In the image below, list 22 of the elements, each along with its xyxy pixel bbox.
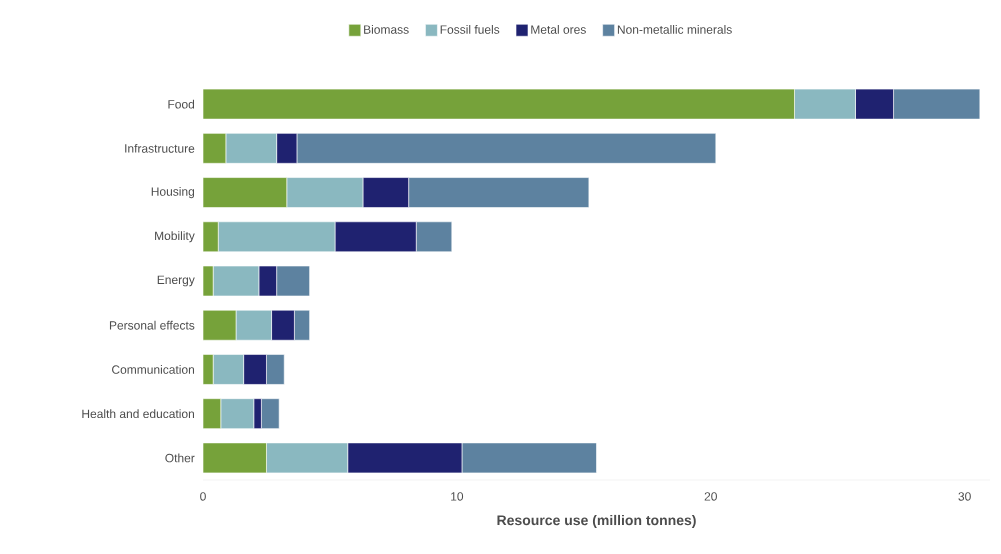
y-tick-label: Food	[168, 99, 195, 109]
y-tick-label: Health and education	[82, 409, 194, 419]
x-axis-title: Resource use (million tonnes)	[497, 514, 696, 528]
x-tick-label: 10	[451, 492, 464, 501]
y-tick-label: Communication	[112, 365, 194, 374]
x-tick-label: 0	[200, 492, 206, 501]
y-tick-label: Energy	[157, 275, 195, 287]
y-tick-label: Infrastructure	[125, 143, 195, 153]
legend-label: Biomass	[364, 25, 409, 34]
x-tick-label: 30	[958, 492, 971, 501]
legend-label: Fossil fuels	[440, 25, 500, 34]
bar	[203, 177, 288, 208]
bar	[203, 442, 267, 474]
y-tick-label: Mobility	[155, 231, 195, 243]
bar	[203, 88, 795, 120]
bar	[203, 309, 237, 341]
x-tick-label: 20	[704, 492, 717, 501]
legend-label: Non-metallic minerals	[617, 25, 732, 34]
y-tick-label: Other	[165, 453, 195, 463]
y-tick-label: Personal effects	[109, 320, 195, 330]
legend-label: Metal ores	[531, 25, 586, 34]
y-tick-label: Housing	[151, 186, 195, 199]
